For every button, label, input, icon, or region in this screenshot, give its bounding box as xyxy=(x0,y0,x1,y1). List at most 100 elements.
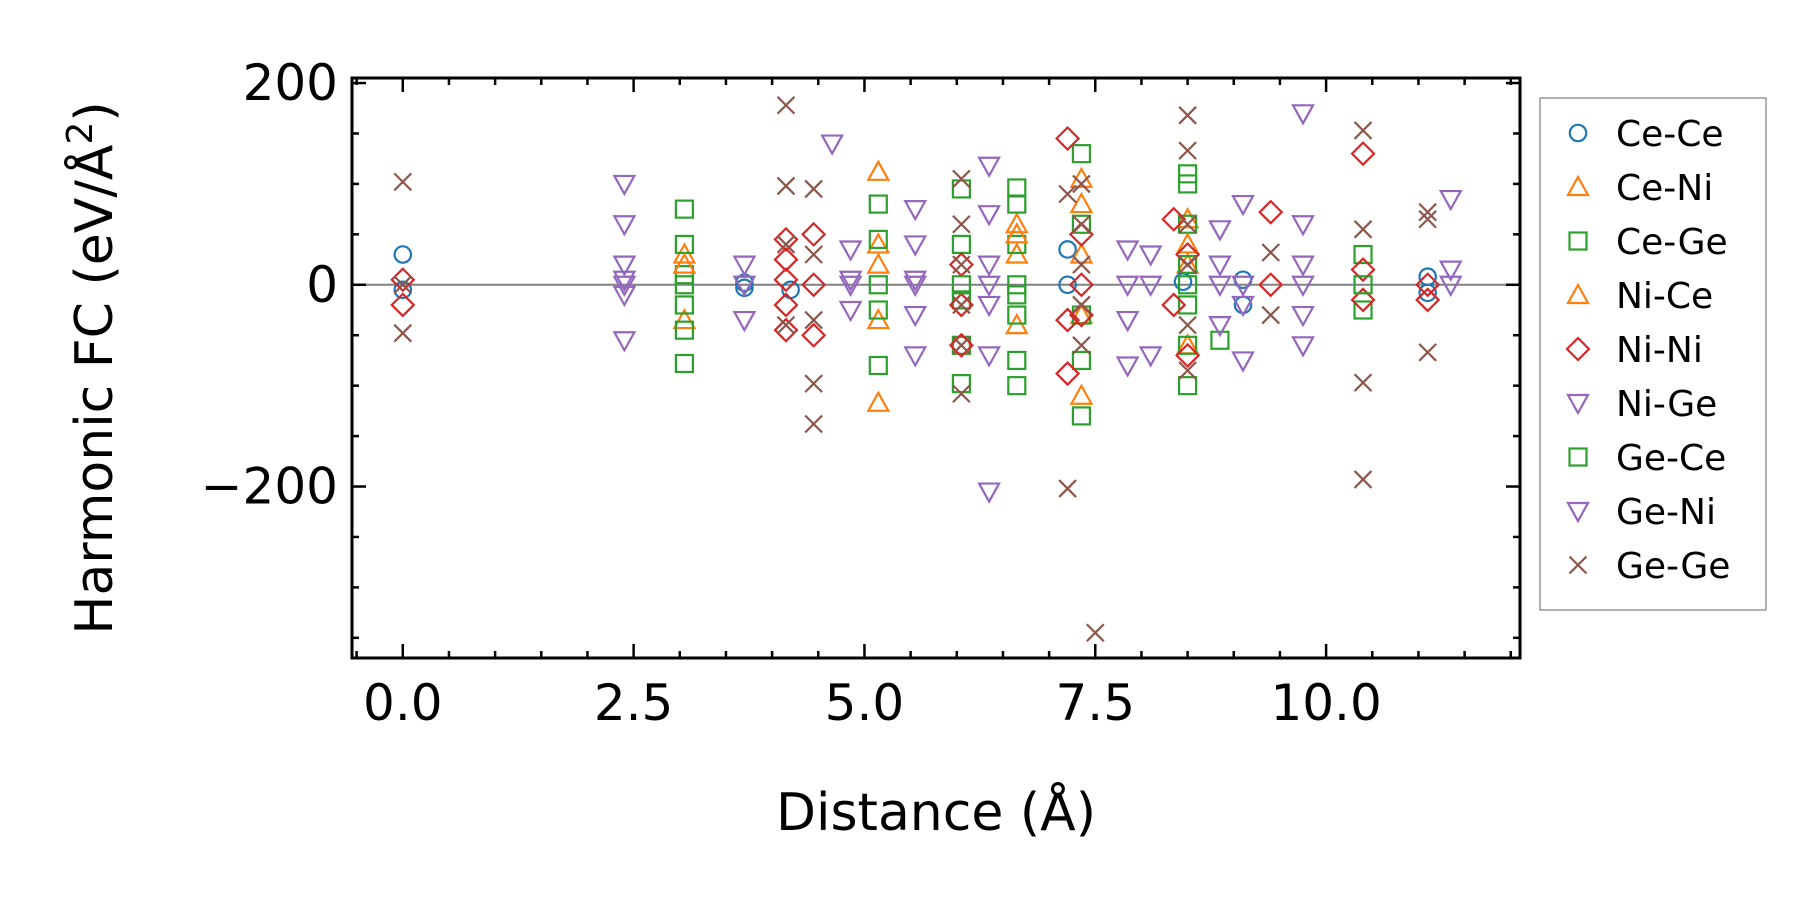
point-ni-ge xyxy=(838,240,863,262)
point-ni-ni xyxy=(1415,272,1441,298)
point-ce-ge xyxy=(1007,275,1027,295)
y-axis-title: Harmonic FC (eV/Å2) xyxy=(60,101,125,634)
point-ni-ni xyxy=(1350,141,1376,167)
point-ge-ge xyxy=(952,336,971,355)
point-ge-ge xyxy=(1072,255,1091,274)
point-ce-ce xyxy=(393,245,413,264)
point-ge-ni xyxy=(838,275,863,298)
point-ni-ge xyxy=(820,134,844,156)
point-ce-ge xyxy=(1353,300,1373,320)
point-ni-ni xyxy=(1161,206,1187,232)
point-ge-ce xyxy=(674,275,694,295)
point-ni-ni xyxy=(773,292,799,318)
point-ni-ni xyxy=(1258,272,1284,298)
point-ni-ge xyxy=(838,270,863,293)
point-ge-ge xyxy=(952,169,971,189)
point-ge-ge xyxy=(1058,184,1077,204)
point-ce-ni xyxy=(866,390,891,412)
point-ce-ge xyxy=(1178,376,1198,396)
point-ni-ni xyxy=(801,221,827,247)
point-ni-ge xyxy=(903,270,928,293)
point-ce-ge xyxy=(951,290,971,310)
point-ni-ge xyxy=(612,331,637,353)
point-ge-ni xyxy=(1231,275,1255,298)
point-ge-ge xyxy=(1353,470,1373,489)
point-ce-ge xyxy=(1007,194,1027,214)
point-ce-ge xyxy=(674,320,694,340)
point-ce-ni xyxy=(672,307,697,330)
point-ce-ge xyxy=(1353,244,1373,265)
point-ni-ni xyxy=(1055,360,1081,387)
point-ni-ge xyxy=(612,215,637,237)
point-ni-ge xyxy=(1291,255,1315,277)
point-ge-ge xyxy=(776,176,796,196)
point-ge-ge xyxy=(804,374,823,393)
point-ge-ge xyxy=(1353,220,1373,239)
legend: Ce-Ce Ce-Ni Ce-Ge Ni-Ce Ni-Ni Ni-Ge Ge-Ce Ge-Ni… xyxy=(1539,97,1767,611)
point-ce-ge xyxy=(868,194,888,214)
point-ni-ge xyxy=(977,156,1001,179)
point-ce-ge xyxy=(1007,234,1027,255)
legend-label-ce-ni: Ce-Ni xyxy=(1616,168,1713,209)
point-ni-ge xyxy=(1115,356,1140,378)
series-ge-ce xyxy=(674,275,1373,305)
point-ge-ge xyxy=(1353,373,1373,392)
point-ni-ni xyxy=(1055,125,1081,152)
legend-marker-ce-ge xyxy=(1568,231,1588,251)
series-ge-ge xyxy=(393,95,1437,643)
point-ni-ni xyxy=(1350,287,1376,313)
point-ni-ge xyxy=(903,235,928,257)
point-ce-ge xyxy=(868,355,888,376)
series-ni-ge xyxy=(612,104,1463,504)
point-ni-ge xyxy=(903,305,928,328)
point-ni-ni xyxy=(948,292,974,318)
series-ce-ge xyxy=(674,144,1373,426)
legend-marker-ni-ni xyxy=(1565,336,1591,362)
point-ge-ge xyxy=(393,323,413,343)
series-ni-ni xyxy=(390,125,1441,387)
point-ce-ge xyxy=(951,374,971,394)
point-ni-ge xyxy=(732,310,757,333)
point-ce-ge xyxy=(1007,376,1027,396)
legend-label-ce-ce: Ce-Ce xyxy=(1616,114,1724,155)
point-ge-ge xyxy=(1178,315,1197,335)
point-ge-ge xyxy=(1072,214,1091,234)
point-ge-ge xyxy=(776,95,796,115)
point-ge-ge xyxy=(1058,479,1077,498)
y-axis-title-main: Harmonic FC (eV/Å xyxy=(63,144,125,635)
point-ce-ge xyxy=(1007,350,1027,371)
point-ni-ge xyxy=(1115,240,1140,262)
point-ni-ge xyxy=(1438,260,1463,282)
point-ni-ge xyxy=(977,346,1001,368)
point-ni-ge xyxy=(903,200,928,222)
point-ge-ni xyxy=(612,275,637,298)
point-ni-ce xyxy=(1069,191,1094,214)
point-ni-ge xyxy=(1138,346,1163,368)
x-axis-title: Distance (Å) xyxy=(776,781,1096,843)
point-ce-ge xyxy=(1178,335,1198,355)
point-ge-ge xyxy=(952,384,971,403)
point-ge-ge xyxy=(1261,243,1280,262)
point-ni-ge xyxy=(732,255,757,277)
legend-label-ni-ge: Ni-Ge xyxy=(1616,384,1717,425)
point-ce-ge xyxy=(1007,305,1027,325)
legend-label-ce-ge: Ce-Ge xyxy=(1616,222,1728,263)
point-ge-ni xyxy=(732,275,757,298)
legend-label-ge-ce: Ge-Ce xyxy=(1616,438,1726,479)
point-ce-ge xyxy=(1071,406,1092,426)
series-ni-ce xyxy=(672,191,1200,274)
point-ge-ge xyxy=(1418,209,1437,229)
point-ni-ni xyxy=(1175,342,1201,368)
point-ge-ce xyxy=(1178,275,1198,295)
legend-marker-ge-ge xyxy=(1568,555,1588,575)
point-ge-ni xyxy=(903,275,928,298)
y-tick-label: 0 xyxy=(306,256,338,314)
point-ge-ge xyxy=(952,255,971,274)
y-axis-title-superscript: 2 xyxy=(60,122,101,145)
point-ge-ge xyxy=(952,295,971,315)
point-ce-ni xyxy=(1004,211,1029,234)
series-ge-ni xyxy=(612,275,1463,298)
point-ni-ge xyxy=(1115,310,1140,333)
point-ni-ge xyxy=(1208,316,1232,338)
point-ni-ge xyxy=(1291,104,1315,126)
